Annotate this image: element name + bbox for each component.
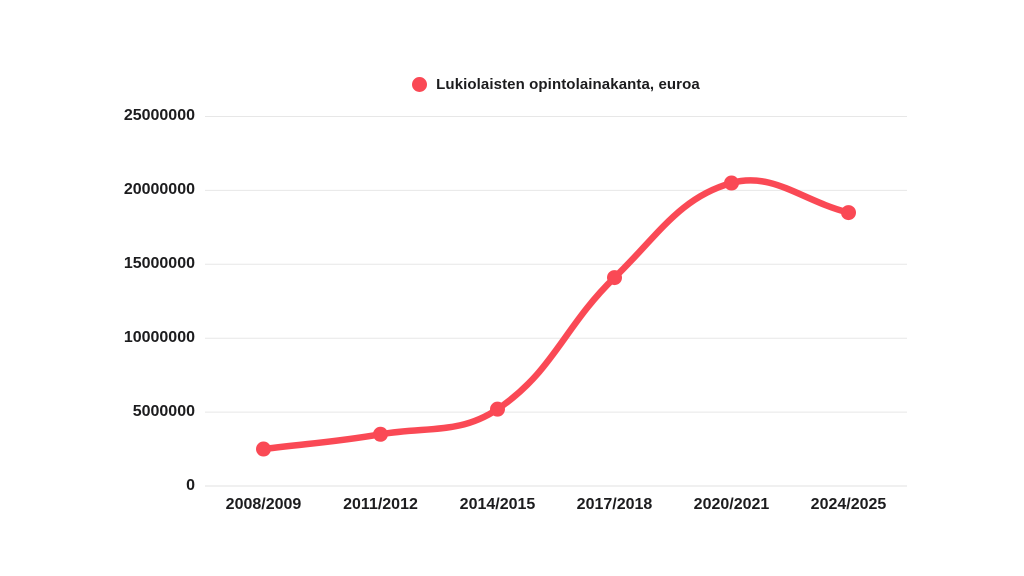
legend-label: Lukiolaisten opintolainakanta, euroa: [436, 76, 700, 93]
chart-legend: Lukiolaisten opintolainakanta, euroa: [205, 76, 907, 93]
y-tick-label: 15000000: [123, 254, 195, 272]
x-tick-label: 2020/2021: [693, 496, 770, 513]
data-point-2020-2021: [724, 175, 739, 191]
y-tick-label: 20000000: [123, 180, 195, 198]
data-point-2017-2018: [607, 270, 622, 286]
data-point-2011-2012: [373, 426, 388, 442]
x-tick-label: 2014/2015: [459, 496, 536, 513]
data-point-2008-2009: [256, 441, 271, 457]
legend-marker-icon: [412, 77, 428, 92]
data-point-2024-2025: [841, 205, 856, 221]
legend-item-series[interactable]: Lukiolaisten opintolainakanta, euroa: [412, 76, 700, 93]
data-point-2014-2015: [490, 401, 505, 417]
series-line: [260, 177, 852, 453]
y-tick-label: 10000000: [123, 328, 195, 346]
x-tick-label: 2011/2012: [343, 496, 418, 513]
y-tick-label: 5000000: [132, 402, 195, 420]
x-tick-label: 2008/2009: [225, 496, 302, 513]
x-tick-label: 2024/2025: [810, 496, 887, 513]
y-tick-label: 25000000: [123, 107, 195, 124]
y-tick-label: 0: [186, 476, 195, 494]
x-tick-label: 2017/2018: [576, 496, 653, 513]
